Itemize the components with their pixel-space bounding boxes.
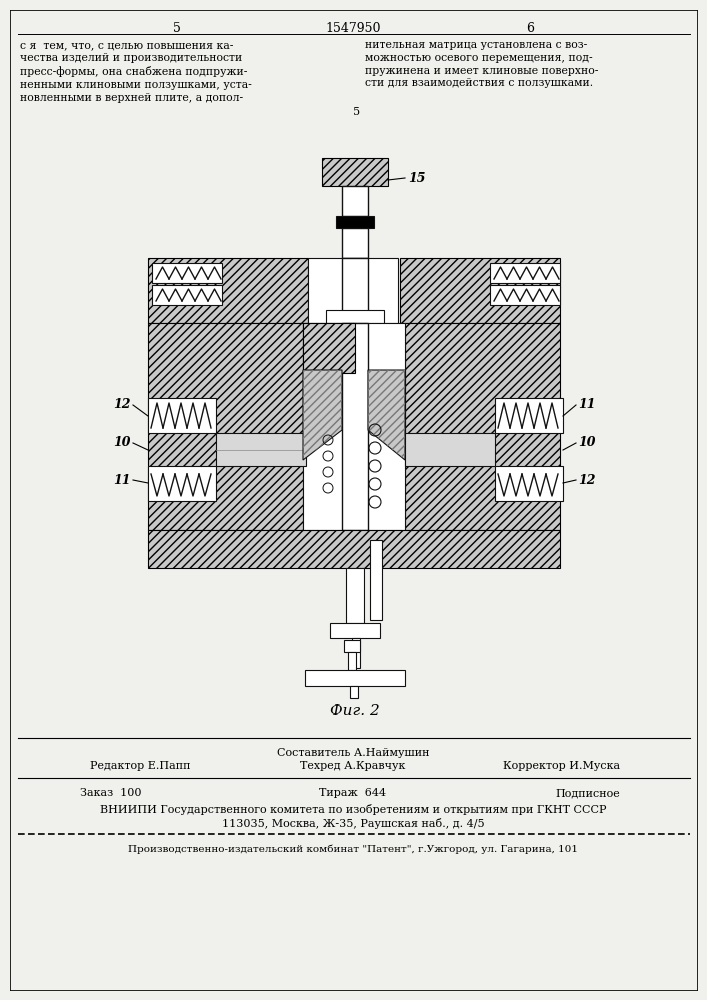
Text: ВНИИПИ Государственного комитета по изобретениям и открытиям при ГКНТ СССР: ВНИИПИ Государственного комитета по изоб…: [100, 804, 606, 815]
Bar: [352, 638, 360, 668]
Bar: [330, 623, 380, 638]
Text: 15: 15: [408, 172, 426, 184]
Text: Редактор Е.Папп: Редактор Е.Папп: [90, 761, 190, 771]
Text: 5: 5: [173, 22, 181, 35]
Text: Заказ  100: Заказ 100: [80, 788, 141, 798]
Bar: [342, 258, 368, 323]
Bar: [342, 186, 368, 216]
Bar: [322, 158, 388, 186]
Text: Подписное: Подписное: [555, 788, 620, 798]
Bar: [148, 398, 216, 433]
Bar: [148, 323, 303, 530]
Bar: [495, 466, 563, 501]
Text: 12: 12: [114, 398, 131, 412]
Bar: [490, 285, 560, 305]
Text: 10: 10: [114, 436, 131, 450]
Text: 11: 11: [114, 474, 131, 487]
Text: 10: 10: [578, 436, 595, 450]
Text: Фиг. 2: Фиг. 2: [330, 704, 380, 718]
Bar: [152, 285, 222, 305]
Polygon shape: [303, 370, 342, 460]
Text: Составитель А.Наймушин: Составитель А.Наймушин: [276, 748, 429, 758]
Text: 6: 6: [526, 22, 534, 35]
Bar: [405, 323, 560, 530]
Text: Техред А.Кравчук: Техред А.Кравчук: [300, 761, 406, 771]
Bar: [495, 398, 563, 433]
Bar: [350, 686, 358, 698]
Bar: [152, 263, 222, 283]
Bar: [370, 540, 382, 620]
Bar: [346, 568, 364, 623]
Bar: [148, 466, 216, 501]
Text: 113035, Москва, Ж-35, Раушская наб., д. 4/5: 113035, Москва, Ж-35, Раушская наб., д. …: [222, 818, 484, 829]
Bar: [344, 640, 360, 652]
Bar: [342, 323, 368, 530]
Text: Корректор И.Муска: Корректор И.Муска: [503, 761, 620, 771]
Text: с я  тем, что, с целью повышения ка-
чества изделий и производительности
пресс-ф: с я тем, что, с целью повышения ка- чест…: [20, 40, 252, 103]
Bar: [348, 652, 356, 670]
Bar: [405, 433, 495, 466]
Text: 5: 5: [354, 107, 361, 117]
Text: нительная матрица установлена с воз-
можностью осевого перемещения, под-
пружине: нительная матрица установлена с воз- мож…: [365, 40, 598, 88]
Bar: [326, 310, 384, 323]
Bar: [303, 323, 355, 373]
Bar: [342, 228, 368, 258]
Polygon shape: [368, 370, 405, 460]
Bar: [216, 433, 306, 466]
Text: Тираж  644: Тираж 644: [320, 788, 387, 798]
Bar: [305, 670, 405, 686]
Text: Производственно-издательский комбинат "Патент", г.Ужгород, ул. Гагарина, 101: Производственно-издательский комбинат "П…: [128, 844, 578, 854]
Bar: [490, 263, 560, 283]
Bar: [336, 216, 374, 228]
Bar: [308, 258, 398, 323]
Bar: [400, 258, 560, 323]
Bar: [148, 258, 308, 323]
Text: 12: 12: [578, 474, 595, 487]
Bar: [148, 530, 560, 568]
Text: 11: 11: [578, 398, 595, 412]
Text: 1547950: 1547950: [325, 22, 381, 35]
Bar: [303, 323, 405, 530]
